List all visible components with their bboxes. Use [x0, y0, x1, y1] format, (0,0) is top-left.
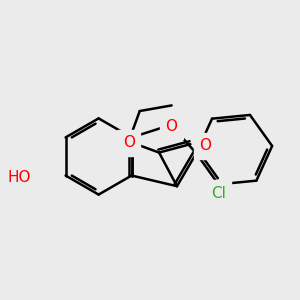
Text: Cl: Cl: [211, 186, 226, 201]
Text: O: O: [200, 138, 211, 153]
Text: HO: HO: [8, 169, 31, 184]
Text: O: O: [165, 119, 177, 134]
Text: O: O: [123, 136, 135, 151]
